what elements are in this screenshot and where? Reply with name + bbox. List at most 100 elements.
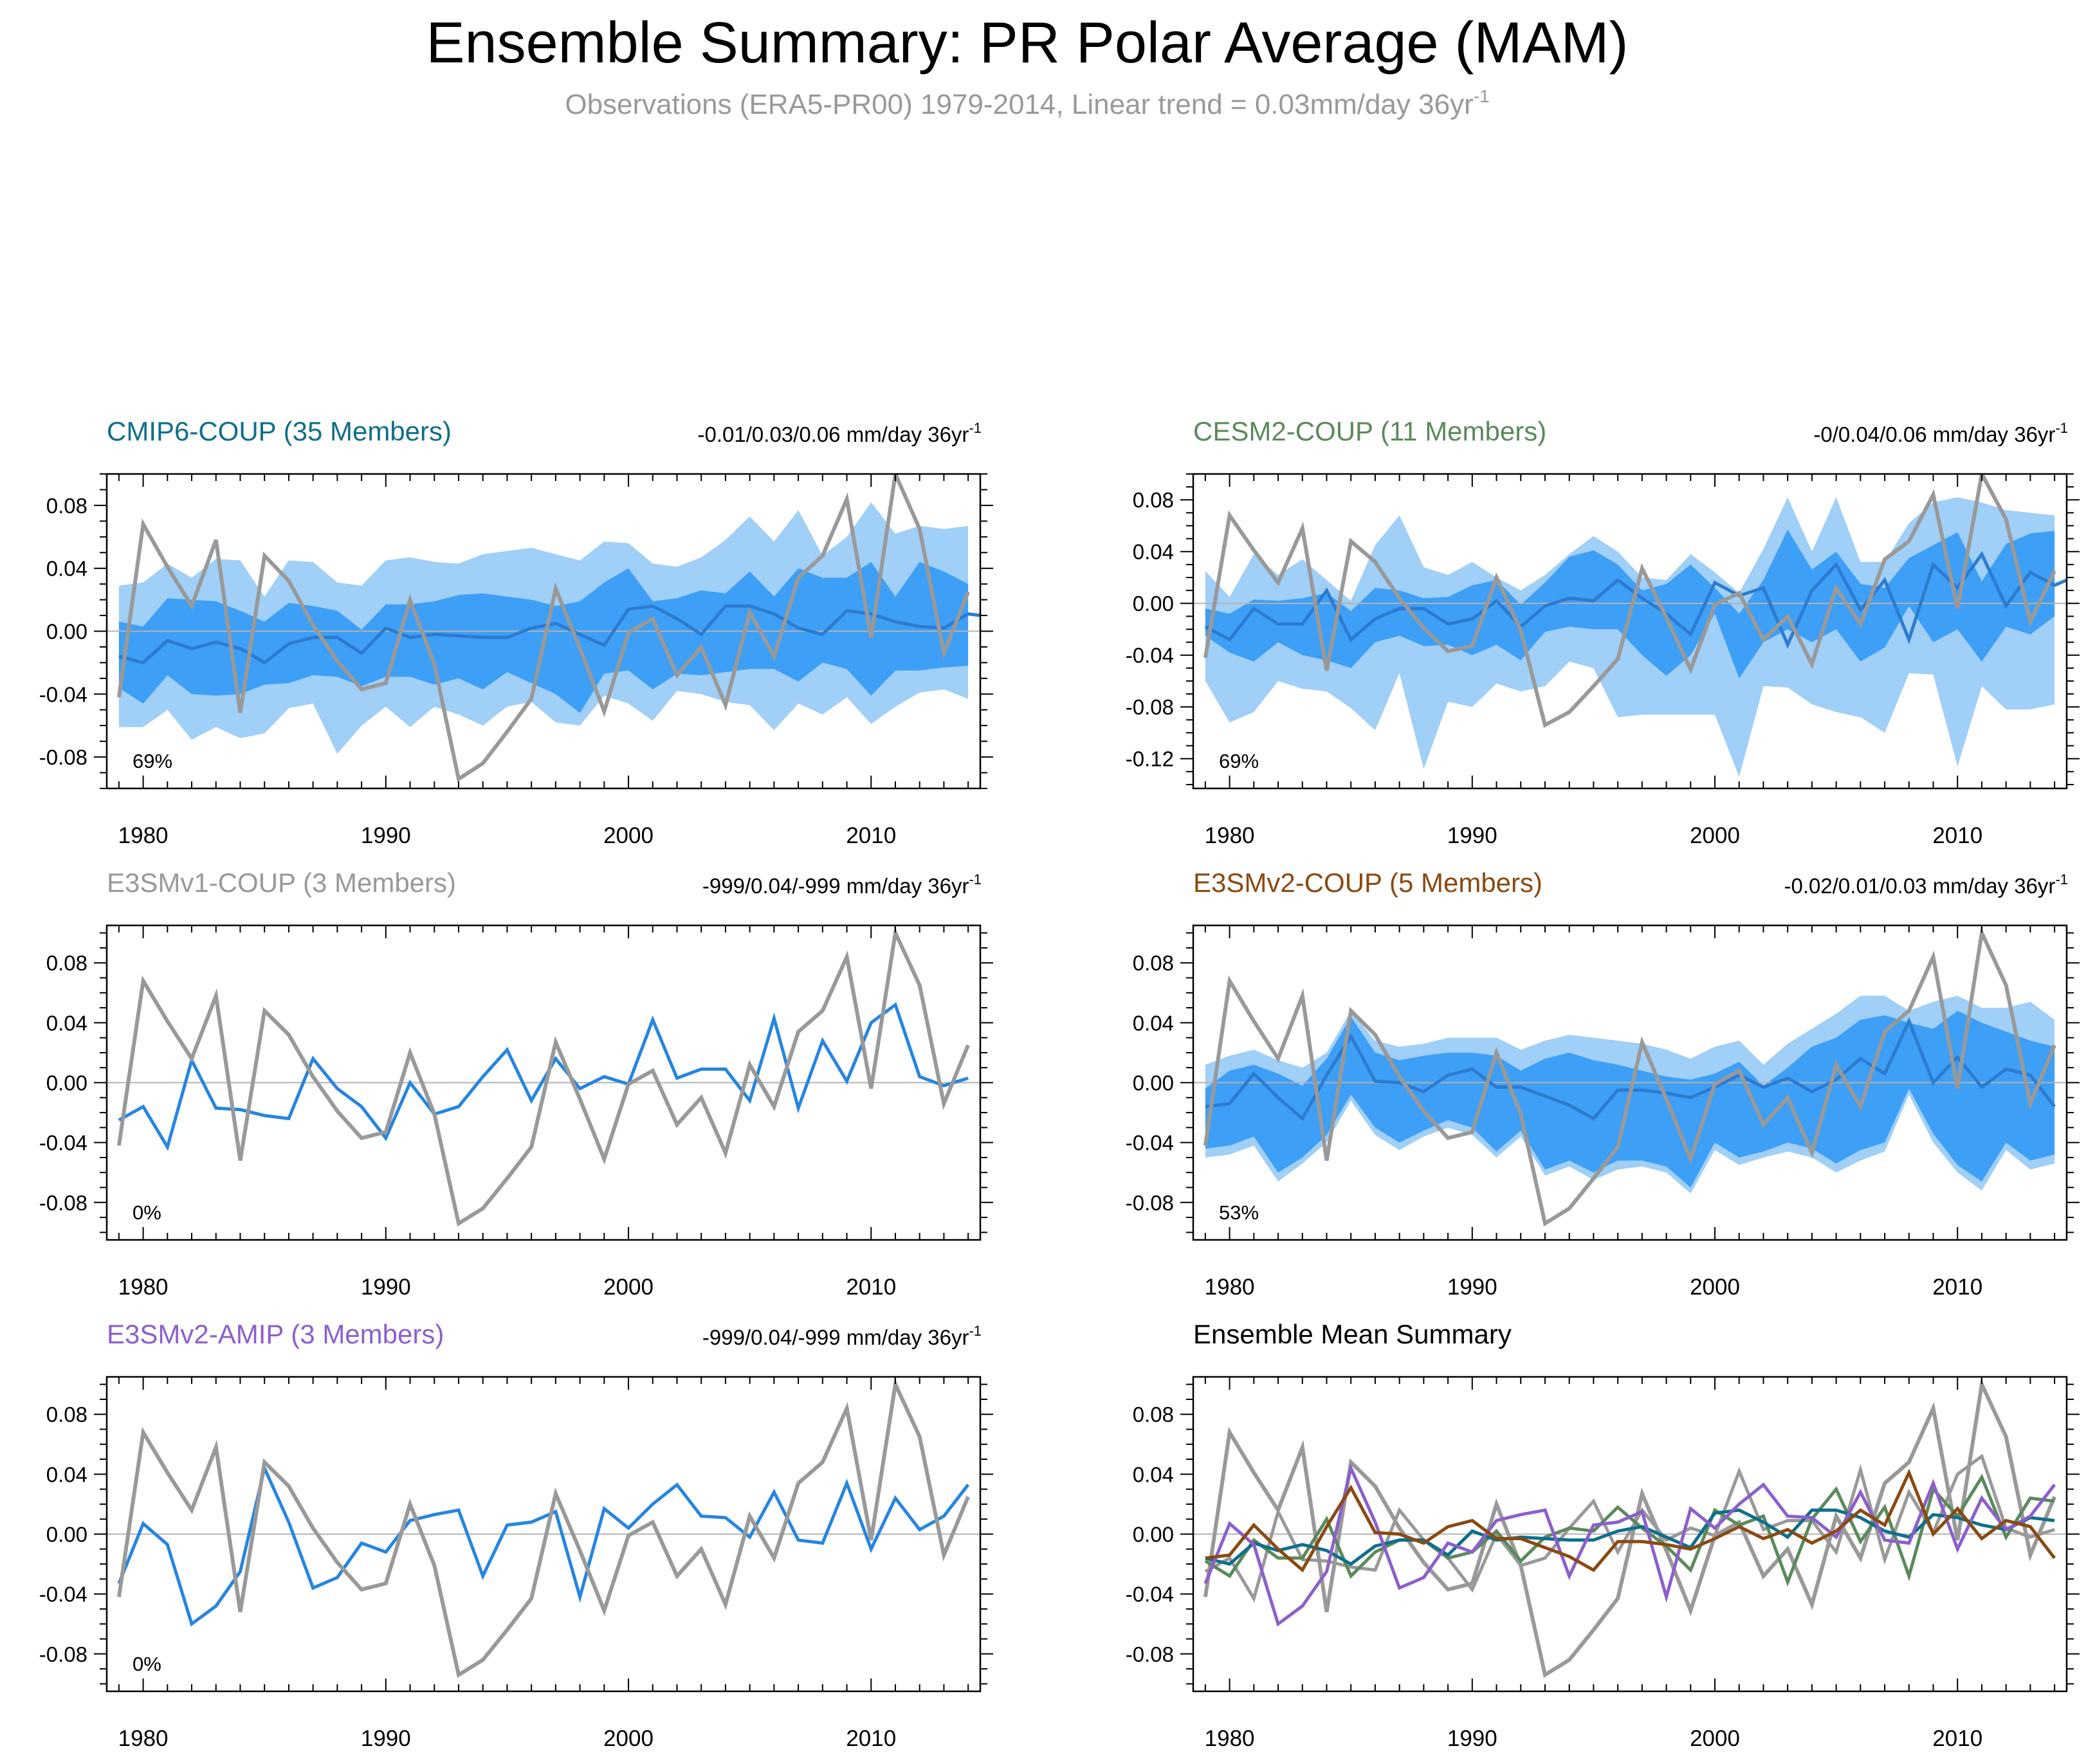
panel-title: CESM2-COUP (11 Members): [1193, 416, 1546, 446]
series-line-obs: [116, 1378, 970, 1678]
plot-area: [107, 926, 980, 1227]
y-tick-label: -0.04: [1126, 644, 1174, 668]
x-tick-label: 1990: [1447, 823, 1497, 848]
trend-text: -999/0.04/-999 mm/day 36yr: [702, 874, 969, 898]
plot-area: [1193, 926, 2067, 1227]
x-tick-label: 1980: [1205, 1726, 1255, 1751]
y-tick-label: 0.00: [1133, 1523, 1174, 1547]
panel-title: Ensemble Mean Summary: [1193, 1319, 1512, 1349]
y-tick-label: -0.08: [1126, 695, 1174, 719]
y-tick-label: 0.04: [46, 1462, 87, 1486]
y-tick-label: 0.08: [46, 1403, 87, 1426]
panel-percent: 69%: [1219, 750, 1259, 772]
x-tick-label: 1980: [118, 1726, 169, 1751]
series-line-ensemble-mean: [118, 1002, 969, 1151]
y-tick-label: 0.00: [46, 1071, 87, 1095]
series-line-obs: [116, 474, 970, 783]
figure-subtitle: Observations (ERA5-PR00) 1979-2014, Line…: [565, 86, 1489, 120]
y-tick-label: 0.00: [1133, 1071, 1174, 1095]
y-tick-label: 0.08: [46, 494, 87, 518]
panel-e3smv2coup: E3SMv2-COUP (5 Members) -0.02/0.01/0.03 m…: [1126, 868, 2080, 1300]
panel-title: E3SMv1-COUP (3 Members): [107, 868, 456, 898]
y-tick-label: -0.08: [1126, 1191, 1174, 1215]
trend-sup: -1: [2055, 871, 2068, 887]
x-tick-label: 1980: [1205, 823, 1255, 848]
plot-area: [1193, 1378, 2067, 1678]
plot-frame: [1192, 473, 2068, 790]
spread-band-inner: [1205, 529, 2055, 678]
y-tick-label: -0.08: [1126, 1642, 1174, 1666]
y-tick-label: 0.00: [46, 1523, 87, 1547]
y-tick-label: -0.04: [39, 1131, 87, 1155]
series-line-obs: [116, 926, 970, 1227]
panel-title: CMIP6-COUP (35 Members): [107, 416, 452, 446]
figure-title: Ensemble Summary: PR Polar Average (MAM): [426, 11, 1629, 75]
trend-text: -0/0.04/0.06 mm/day 36yr: [1813, 423, 2055, 446]
trend-text: -999/0.04/-999 mm/day 36yr: [702, 1325, 969, 1349]
panel-percent: 53%: [1219, 1201, 1259, 1224]
panel-e3smv1: E3SMv1-COUP (3 Members) -999/0.04/-999 mm…: [39, 868, 993, 1300]
figure-subtitle-text: Observations (ERA5-PR00) 1979-2014, Line…: [565, 89, 1473, 120]
x-tick-label: 1980: [118, 1275, 169, 1300]
trend-text: -0.02/0.01/0.03 mm/day 36yr: [1784, 874, 2056, 898]
y-tick-label: 0.08: [1133, 1403, 1174, 1426]
x-tick-label: 2000: [603, 823, 654, 848]
x-tick-label: 1990: [361, 823, 411, 848]
y-tick-label: -0.04: [39, 682, 87, 706]
panel-trend-label: -999/0.04/-999 mm/day 36yr-1: [702, 871, 982, 898]
x-tick-label: 1990: [1447, 1275, 1497, 1300]
y-tick-label: 0.08: [1133, 951, 1174, 975]
trend-sup: -1: [2055, 420, 2068, 436]
y-tick-label: 0.00: [46, 620, 87, 644]
panel-trend-label: -0/0.04/0.06 mm/day 36yr-1: [1813, 420, 2068, 446]
panel-summary: Ensemble Mean Summary 0.08 0.04 0.00 -0.04 -0…: [1126, 1319, 2080, 1751]
panel-e3smv2amip: E3SMv2-AMIP (3 Members) -999/0.04/-999 mm…: [39, 1319, 993, 1751]
trend-text: -0.01/0.03/0.06 mm/day 36yr: [698, 423, 969, 446]
y-tick-label: 0.04: [46, 557, 87, 581]
trend-sup: -1: [969, 420, 982, 436]
panel-title: E3SMv2-COUP (5 Members): [1193, 868, 1542, 898]
panel-percent: 69%: [133, 750, 172, 772]
series-line-obs: [1203, 926, 2056, 1227]
x-tick-label: 2010: [1932, 1275, 1982, 1300]
trend-sup: -1: [969, 871, 982, 887]
panel-percent: 0%: [133, 1201, 161, 1224]
x-tick-label: 1990: [361, 1726, 411, 1751]
x-tick-label: 1990: [361, 1275, 411, 1300]
x-tick-label: 2000: [603, 1726, 654, 1751]
x-tick-label: 1980: [1205, 1275, 1255, 1300]
y-tick-label: -0.04: [39, 1583, 87, 1606]
x-tick-label: 2010: [846, 1726, 896, 1751]
series-line-e3smv2-coup: [1205, 1468, 2056, 1573]
trend-sup: -1: [969, 1323, 982, 1339]
x-tick-label: 2000: [1690, 1726, 1740, 1751]
y-tick-label: 0.04: [1133, 540, 1174, 564]
y-tick-label: -0.08: [39, 1642, 87, 1666]
y-tick-label: 0.04: [1133, 1462, 1174, 1486]
x-tick-label: 2010: [846, 1275, 896, 1300]
y-tick-label: -0.12: [1126, 747, 1174, 771]
y-tick-label: 0.08: [46, 951, 87, 975]
x-tick-label: 2000: [1690, 1275, 1740, 1300]
y-tick-label: -0.08: [39, 745, 87, 769]
panel-trend-label: -0.01/0.03/0.06 mm/day 36yr-1: [698, 420, 982, 446]
y-tick-label: 0.04: [1133, 1011, 1174, 1035]
y-tick-label: 0.00: [1133, 592, 1174, 615]
plot-area: [1193, 474, 2067, 777]
panel-percent: 0%: [133, 1653, 161, 1675]
y-tick-label: 0.04: [46, 1011, 87, 1035]
x-tick-label: 1990: [1447, 1726, 1497, 1751]
y-tick-label: -0.04: [1126, 1583, 1174, 1606]
plot-area: [107, 474, 980, 783]
panel-cesm2: CESM2-COUP (11 Members) -0/0.04/0.06 mm/d…: [1126, 416, 2080, 848]
plot-area: [107, 1378, 980, 1678]
y-tick-label: -0.08: [39, 1191, 87, 1215]
panel-cmip6: CMIP6-COUP (35 Members) -0.01/0.03/0.06 m…: [39, 416, 993, 848]
x-tick-label: 2010: [846, 823, 896, 848]
figure-subtitle-sup: -1: [1474, 86, 1490, 106]
panel-trend-label: -0.02/0.01/0.03 mm/day 36yr-1: [1784, 871, 2068, 898]
series-line-e3smv2-amip: [1203, 1463, 2056, 1627]
series-line-ensemble-mean: [1204, 550, 2067, 649]
panel-trend-label: -999/0.04/-999 mm/day 36yr-1: [702, 1323, 982, 1349]
